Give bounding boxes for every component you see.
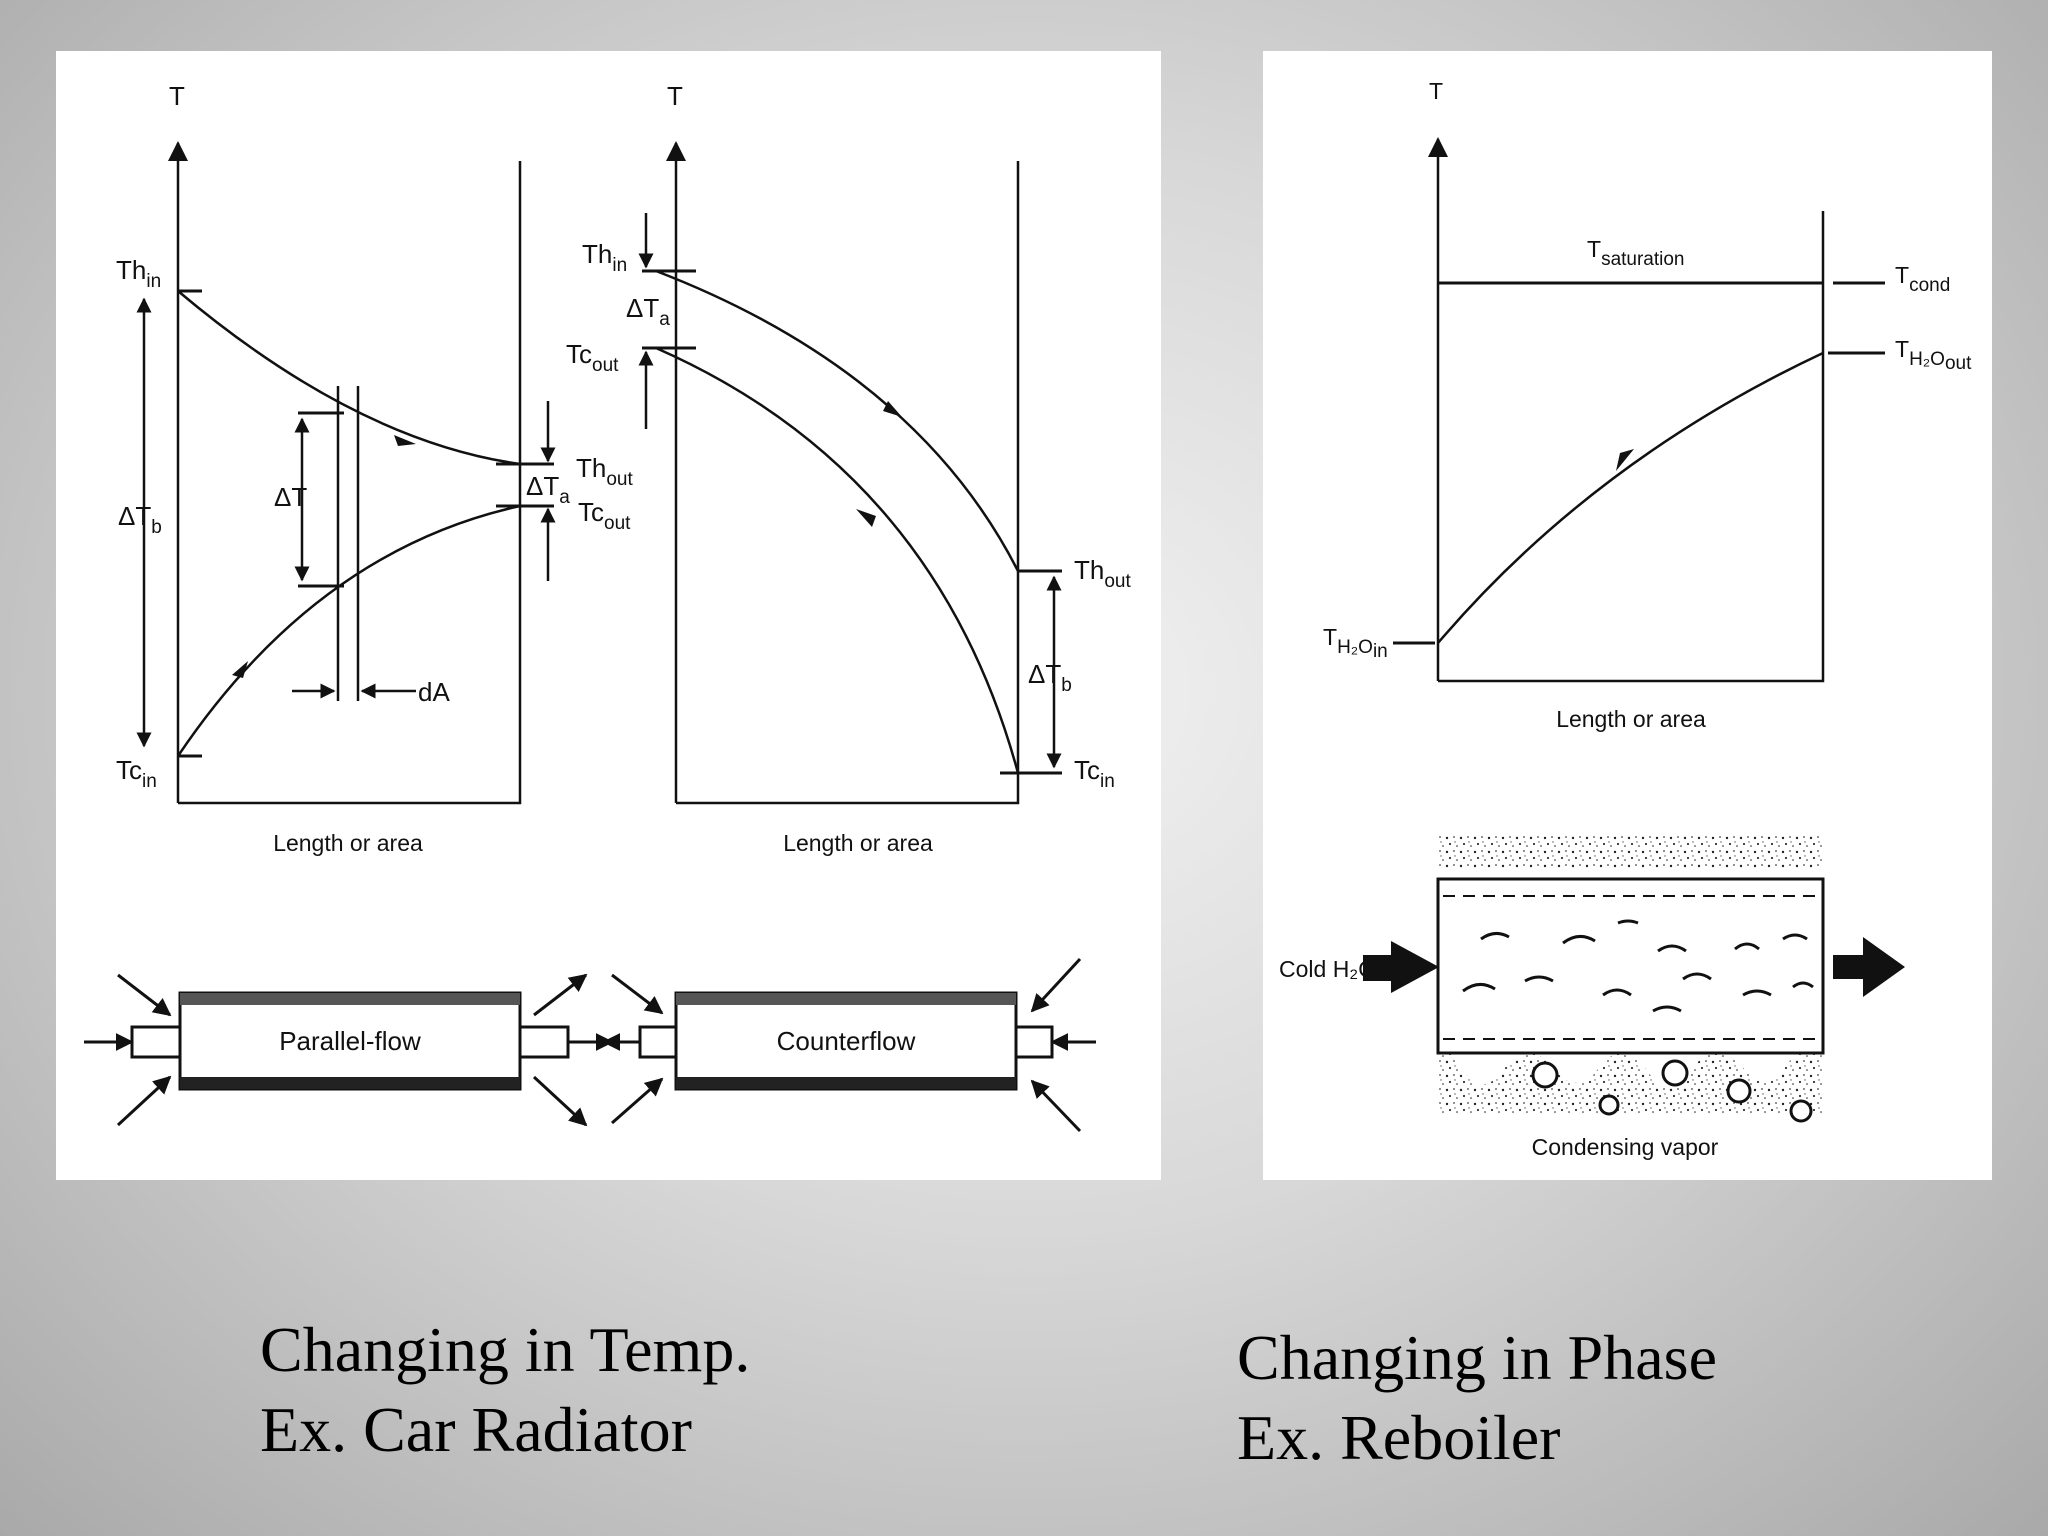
water-flow-arrow bbox=[1616, 449, 1634, 471]
delta-t-label: ΔT bbox=[274, 482, 307, 512]
counterflow-diagram: T Thin ΔTa Tcout Thout ΔTb Tcin Length o… bbox=[566, 81, 1131, 856]
hot-flow-arrow bbox=[394, 435, 416, 446]
pipe-bottom-wall bbox=[180, 1077, 520, 1089]
flow-arrow-top-right bbox=[1030, 957, 1082, 1013]
plot-frame bbox=[1438, 211, 1825, 683]
flow-arrow-bottom-right bbox=[1030, 1079, 1082, 1133]
flow-arrow-top-left bbox=[611, 973, 664, 1015]
cold-flow-arrow bbox=[856, 509, 876, 527]
caption-left-line2: Ex. Car Radiator bbox=[260, 1394, 692, 1465]
tc-out-label: Tcout bbox=[578, 497, 631, 534]
flow-in-arrow-top bbox=[117, 973, 172, 1017]
delta-tb-label: ΔTb bbox=[1028, 659, 1072, 696]
hot-fluid-curve bbox=[177, 290, 521, 466]
inlet-nozzle bbox=[130, 1025, 182, 1059]
pipe-top-wall bbox=[676, 993, 1016, 1005]
da-label: dA bbox=[418, 677, 450, 707]
phase-change-panel: T Tsaturation Tcond TH₂Oout TH₂Oin Lengt… bbox=[1263, 51, 1992, 1180]
hot-flow-arrow bbox=[883, 401, 902, 417]
pipe-top-wall bbox=[180, 993, 520, 1005]
parallel-x-axis-label: Length or area bbox=[273, 830, 423, 856]
outlet-nozzle bbox=[518, 1025, 570, 1059]
water-ripples bbox=[1462, 919, 1814, 1013]
pipe-bottom-wall bbox=[676, 1077, 1016, 1089]
pipe-label: Parallel-flow bbox=[279, 1026, 421, 1056]
th-in-label: Thin bbox=[116, 255, 161, 292]
vapor-top bbox=[1438, 833, 1823, 869]
parallel-flow-pipe: Parallel-flow bbox=[84, 973, 614, 1127]
hot-fluid-curve bbox=[655, 269, 1020, 572]
caption-temperature-change: Changing in Temp. Ex. Car Radiator bbox=[260, 1310, 750, 1470]
t-axis-label: T bbox=[1429, 78, 1443, 104]
th-out-label: Thout bbox=[1074, 555, 1131, 592]
caption-right-line1: Changing in Phase bbox=[1237, 1322, 1717, 1393]
caption-left-line1: Changing in Temp. bbox=[260, 1314, 751, 1385]
cold-water-label: Cold H₂O bbox=[1279, 956, 1376, 982]
cold-flow-arrow bbox=[232, 661, 248, 678]
caption-phase-change: Changing in Phase Ex. Reboiler bbox=[1237, 1318, 1717, 1478]
th-in-label: Thin bbox=[582, 239, 627, 276]
flow-out-arrow-top bbox=[533, 973, 588, 1017]
h2o-out-label: TH₂Oout bbox=[1895, 336, 1972, 374]
temperature-diagrams: T Thin Tcin ΔTb dA ΔT ΔTa Thout Tcout bbox=[84, 81, 1131, 1133]
flow-out-arrow-bottom bbox=[532, 1075, 588, 1127]
delta-tb-label: ΔTb bbox=[118, 501, 162, 538]
cold-fluid-curve bbox=[176, 504, 521, 757]
temperature-change-panel: T Thin Tcin ΔTb dA ΔT ΔTa Thout Tcout bbox=[56, 51, 1161, 1180]
h2o-in-label: TH₂Oin bbox=[1323, 624, 1388, 662]
delta-ta-label: ΔTa bbox=[526, 471, 570, 508]
flow-in-arrow-bottom bbox=[116, 1075, 172, 1127]
water-temperature-curve bbox=[1437, 351, 1824, 644]
t-axis-label: T bbox=[667, 81, 683, 111]
t-axis-label: T bbox=[169, 81, 185, 111]
warm-water-out-arrow bbox=[1833, 937, 1905, 997]
cold-fluid-curve bbox=[655, 346, 1020, 774]
vapor-bottom bbox=[1438, 1049, 1823, 1113]
left-nozzle bbox=[638, 1025, 678, 1059]
th-out-label: Thout bbox=[576, 453, 633, 490]
cold-water-arrow-head bbox=[1391, 941, 1439, 993]
plot-frame bbox=[676, 161, 1020, 805]
reboiler-tube: Cold H₂O Condensing vapor bbox=[1279, 833, 1905, 1160]
caption-right-line2: Ex. Reboiler bbox=[1237, 1402, 1561, 1473]
parallel-flow-diagram: T Thin Tcin ΔTb dA ΔT ΔTa Thout Tcout bbox=[116, 81, 633, 856]
delta-ta-label: ΔTa bbox=[626, 293, 670, 330]
right-nozzle bbox=[1014, 1025, 1054, 1059]
phase-change-diagram: T Tsaturation Tcond TH₂Oout TH₂Oin Lengt… bbox=[1279, 78, 1972, 1160]
flow-arrow-bottom-left bbox=[611, 1077, 664, 1125]
counterflow-pipe: Counterflow bbox=[602, 957, 1096, 1133]
condensing-vapor-label: Condensing vapor bbox=[1532, 1134, 1719, 1160]
t-cond-label: Tcond bbox=[1895, 262, 1950, 296]
pipe-label: Counterflow bbox=[777, 1026, 916, 1056]
cold-water-arrow-tail bbox=[1363, 955, 1393, 981]
counter-x-axis-label: Length or area bbox=[783, 830, 933, 856]
tc-in-label: Tcin bbox=[116, 755, 157, 792]
saturation-plot: T Tsaturation Tcond TH₂Oout TH₂Oin Lengt… bbox=[1323, 78, 1972, 732]
plot-frame bbox=[178, 161, 522, 805]
t-saturation-label: Tsaturation bbox=[1587, 236, 1685, 270]
x-axis-label: Length or area bbox=[1556, 706, 1706, 732]
tc-out-label: Tcout bbox=[566, 339, 619, 376]
vapor-bubbles bbox=[1531, 1059, 1813, 1123]
tc-in-label: Tcin bbox=[1074, 755, 1115, 792]
tube-body bbox=[1436, 877, 1825, 1055]
